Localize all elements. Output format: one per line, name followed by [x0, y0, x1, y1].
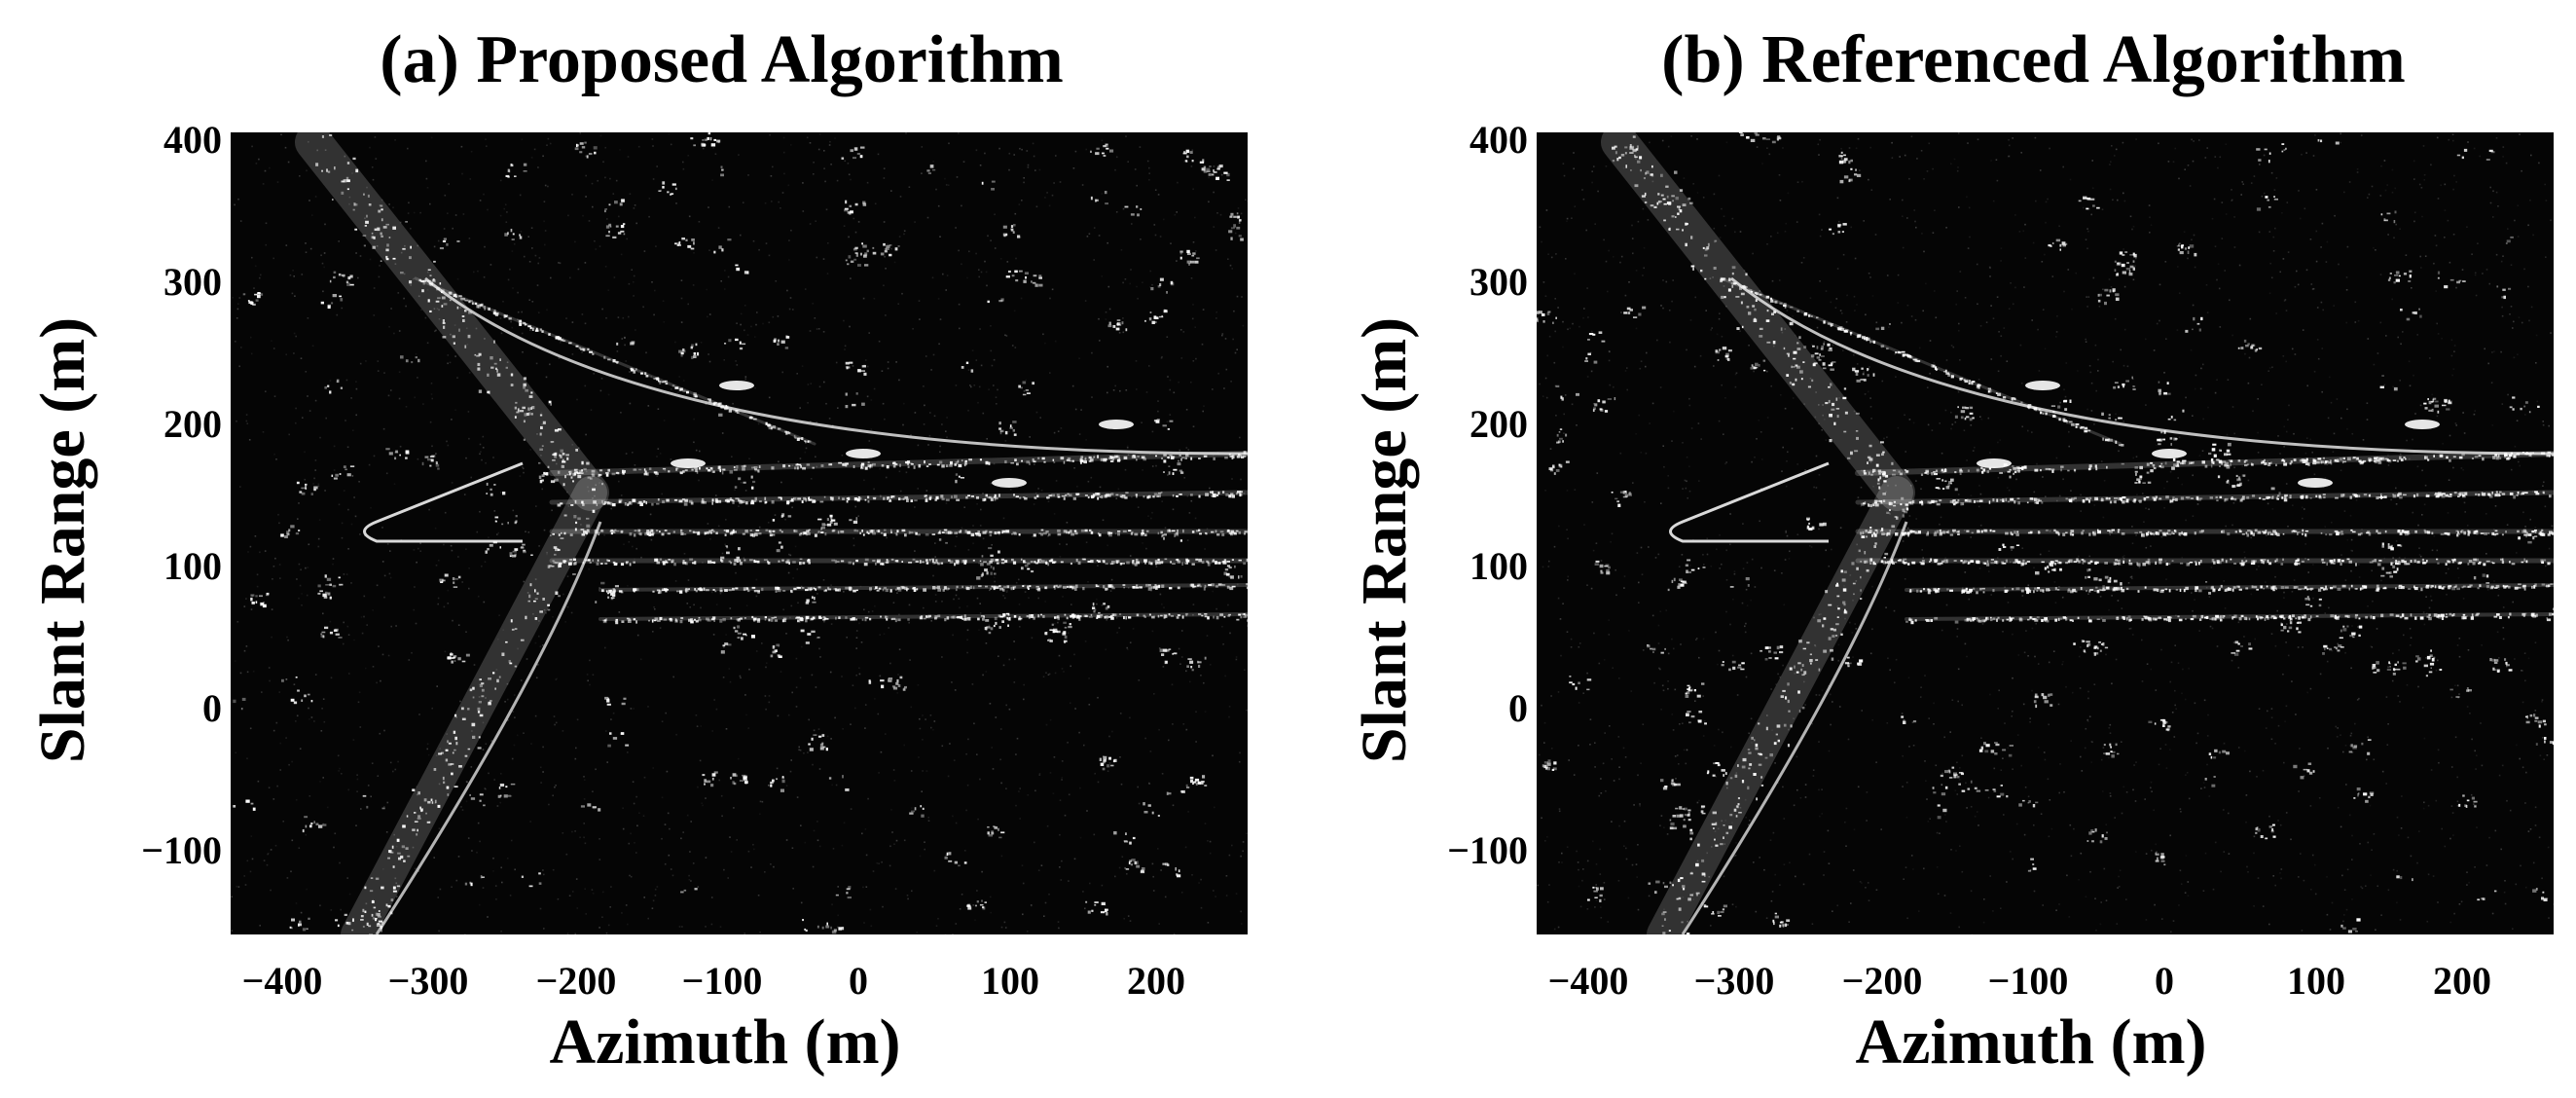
y-tick-label: 400 [163, 118, 222, 162]
y-tick-label: −100 [1447, 828, 1528, 872]
x-tick-label: −100 [1987, 959, 2069, 1003]
x-tick-label: 200 [1127, 959, 1185, 1003]
x-tick-label: −300 [387, 959, 469, 1003]
panel-title: (b) Referenced Algorithm [1661, 22, 2406, 97]
x-tick-label: −200 [535, 959, 617, 1003]
x-tick-label: 0 [2155, 959, 2174, 1003]
y-tick-label: 300 [1469, 260, 1528, 304]
panel-title: (a) Proposed Algorithm [380, 22, 1064, 97]
y-tick-label: 200 [1469, 402, 1528, 446]
x-tick-label: −200 [1841, 959, 1923, 1003]
y-tick-label: 100 [1469, 544, 1528, 588]
panel-proposed-algorithm: (a) Proposed Algorithm Slant Range (m) 4… [27, 22, 1248, 1078]
y-tick-label: 0 [1508, 686, 1528, 730]
x-tick-label: −300 [1693, 959, 1775, 1003]
x-tick-label: −100 [681, 959, 763, 1003]
y-tick-label: 200 [163, 402, 222, 446]
x-tick-label: 200 [2433, 959, 2491, 1003]
x-tick-label: −400 [241, 959, 323, 1003]
x-tick-label: 100 [981, 959, 1039, 1003]
panel-referenced-algorithm: (b) Referenced Algorithm Slant Range (m)… [1288, 0, 2576, 1098]
x-tick-label: 0 [849, 959, 868, 1003]
y-tick-label: 0 [202, 686, 222, 730]
sar-image [231, 132, 1248, 934]
sar-image-graphic [231, 132, 1248, 934]
x-tick-label: −400 [1547, 959, 1629, 1003]
sar-image-graphic [1537, 132, 2554, 934]
x-tick-label: 100 [2287, 959, 2345, 1003]
y-tick-label: 300 [163, 260, 222, 304]
y-tick-label: 400 [1469, 118, 1528, 162]
x-axis-label: Azimuth (m) [549, 1006, 901, 1078]
y-tick-label: 100 [163, 544, 222, 588]
y-tick-label: −100 [141, 828, 222, 872]
y-axis-label: Slant Range (m) [27, 316, 98, 764]
sar-image [1537, 132, 2554, 934]
x-axis-label: Azimuth (m) [1855, 1006, 2207, 1078]
y-axis-label: Slant Range (m) [1349, 316, 1420, 764]
